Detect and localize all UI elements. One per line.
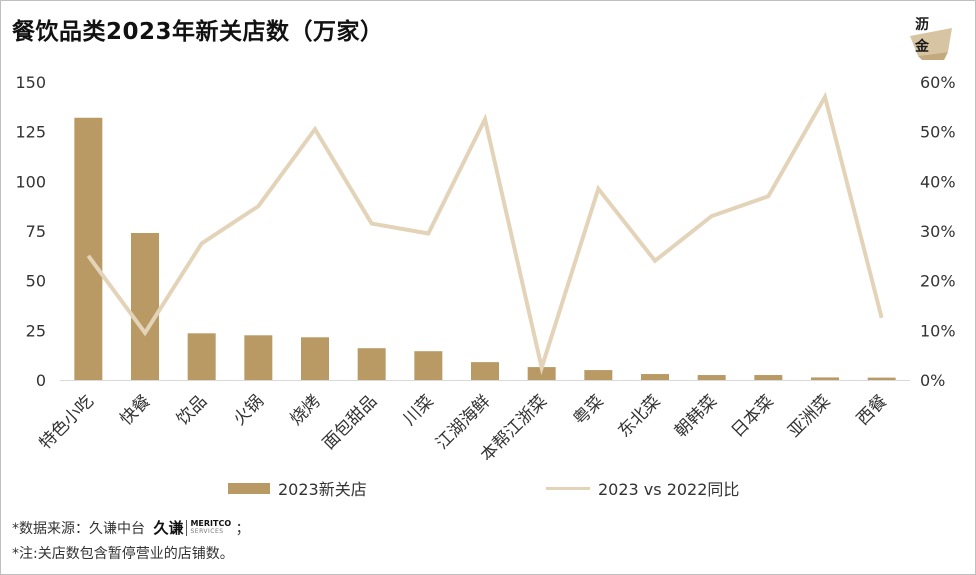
y-left-tick-label: 75 [26, 222, 46, 241]
legend-label-line: 2023 vs 2022同比 [598, 480, 740, 499]
y-axis-right: 0% 10% 20% 30% 40% 50% 60% [920, 73, 956, 390]
y-left-tick-label: 0 [36, 371, 46, 390]
x-tick-label: 朝韩菜 [671, 391, 721, 441]
footnote-source-tail: ； [235, 521, 250, 537]
meritco-logo-en: MERITCO SERVICES [190, 518, 232, 536]
bar-8 [471, 362, 499, 380]
x-tick-label: 烧烤 [286, 391, 324, 429]
bar-15 [867, 377, 896, 380]
y-right-tick-label: 40% [920, 172, 956, 191]
x-tick-label: 快餐 [116, 391, 154, 429]
y-right-tick-label: 20% [920, 272, 956, 291]
x-tick-label: 西餐 [853, 391, 891, 429]
brand-logo: 沥 金 [904, 8, 956, 60]
x-tick-label: 日本菜 [728, 391, 778, 441]
bar-6 [357, 348, 386, 380]
x-tick-label: 特色小吃 [36, 391, 98, 453]
meritco-logo-divider [186, 519, 188, 536]
bar-10 [584, 370, 613, 380]
bar-3 [187, 333, 216, 380]
legend-label-bar: 2023新关店 [278, 480, 367, 499]
meritco-logo-en-bottom: SERVICES [190, 527, 224, 535]
meritco-logo: 久谦 MERITCO SERVICES [153, 517, 231, 538]
bar-4 [244, 335, 273, 380]
y-right-tick-label: 60% [920, 73, 956, 92]
y-left-tick-label: 100 [15, 172, 46, 191]
bar-1 [74, 117, 103, 380]
bar-7 [414, 351, 443, 380]
x-tick-label: 面包甜品 [319, 391, 381, 453]
bar-14 [811, 377, 839, 380]
meritco-logo-en-top: MERITCO [190, 518, 232, 528]
x-tick-label: 饮品 [173, 391, 211, 429]
bar-2 [131, 232, 159, 380]
legend-item-bar: 2023新关店 [228, 476, 367, 500]
chart-title: 餐饮品类2023年新关店数（万家） [12, 19, 384, 45]
x-tick-label: 火锅 [230, 391, 268, 429]
y-left-tick-label: 150 [15, 73, 46, 92]
bar-5 [301, 337, 329, 380]
logo-char-2: 金 [915, 39, 929, 55]
logo-char-1: 沥 [915, 17, 929, 33]
y-axis-left: 0 25 50 75 100 125 150 [15, 73, 46, 390]
y-right-tick-label: 0% [920, 371, 945, 390]
legend-swatch-line [546, 486, 590, 490]
y-right-tick-label: 10% [920, 321, 956, 340]
bar-11 [641, 374, 669, 380]
legend-item-line: 2023 vs 2022同比 [546, 476, 739, 500]
footnote-source: *数据来源：久谦中台 久谦 MERITCO SERVICES ； [12, 517, 250, 538]
x-tick-label: 粤菜 [570, 391, 608, 429]
x-tick-label: 亚洲菜 [784, 391, 834, 441]
logo-mark [910, 28, 952, 60]
x-tick-label: 东北菜 [614, 391, 664, 441]
x-tick-label: 川菜 [400, 391, 438, 429]
line-path [86, 91, 884, 376]
y-left-tick-label: 125 [15, 123, 46, 142]
bar-series [74, 117, 896, 380]
bar-12 [697, 375, 726, 380]
legend-swatch-bar [228, 482, 270, 494]
y-right-tick-label: 30% [920, 222, 956, 241]
footnote-note: *注:关店数包含暂停营业的店铺数。 [12, 546, 234, 562]
y-left-tick-label: 25 [26, 321, 46, 340]
bar-13 [754, 375, 783, 380]
y-left-tick-label: 50 [26, 272, 46, 291]
footnote-source-label: *数据来源：久谦中台 [12, 521, 145, 537]
line-series [86, 91, 884, 376]
y-right-tick-label: 50% [920, 123, 956, 142]
meritco-logo-cn: 久谦 [153, 519, 184, 537]
